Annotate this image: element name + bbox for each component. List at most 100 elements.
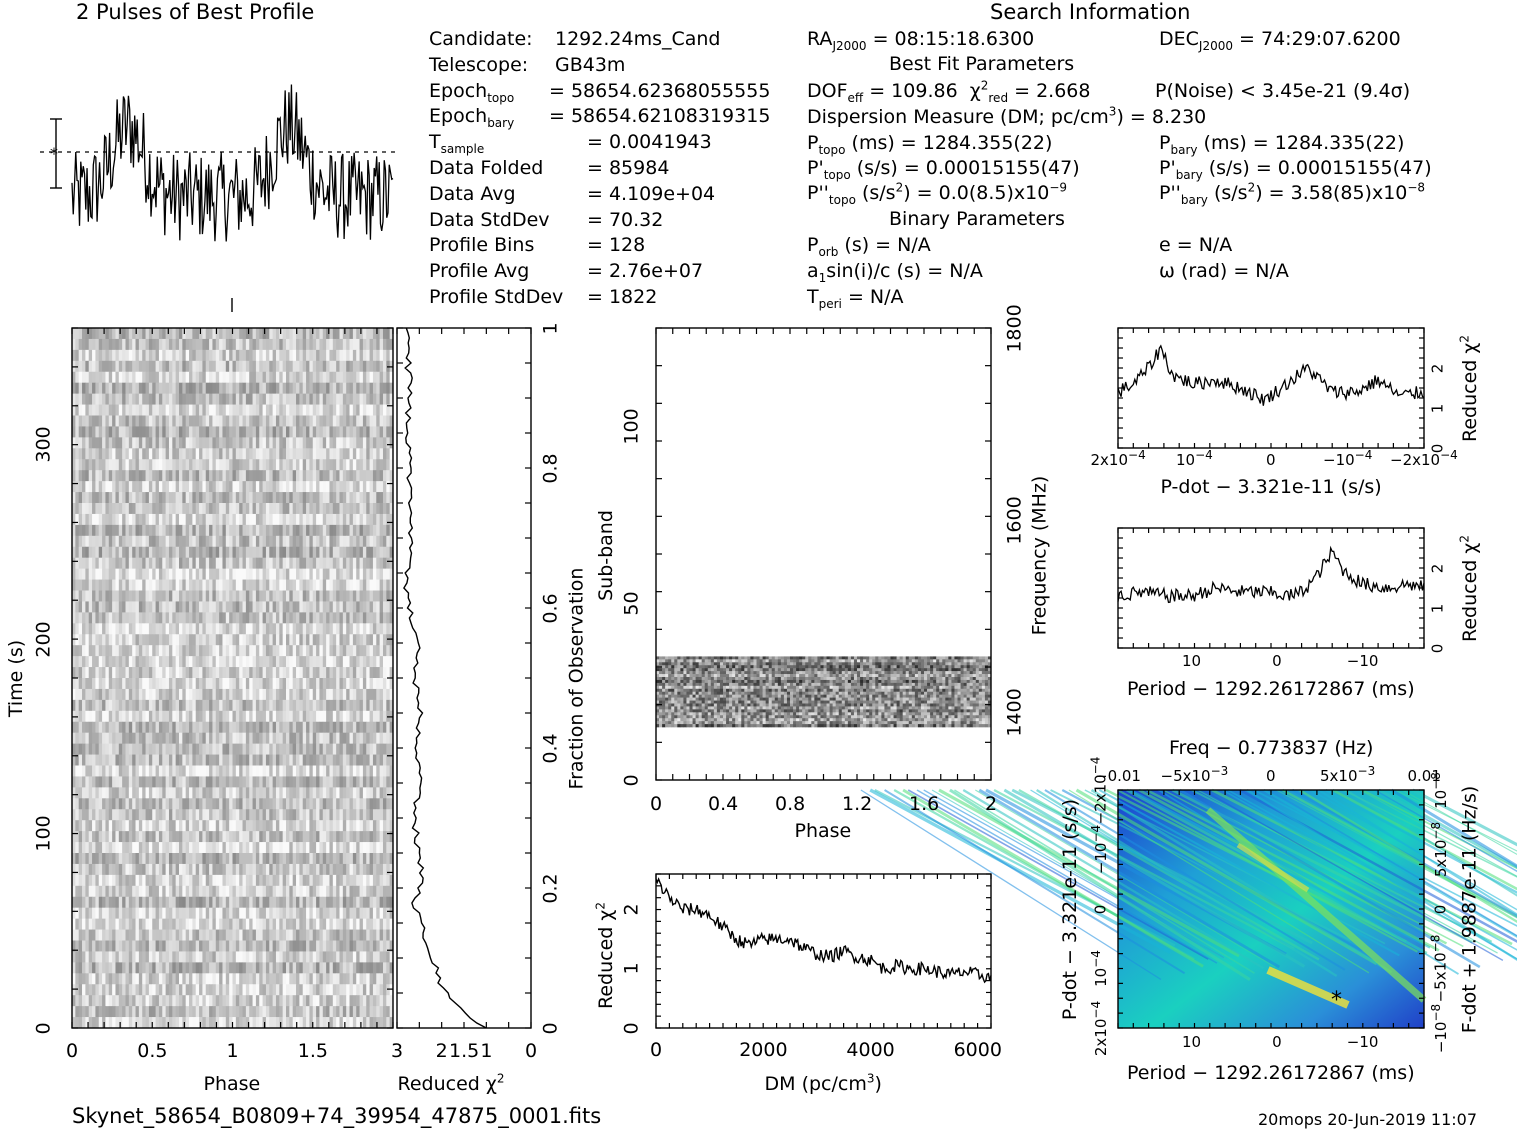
- time-phase-cell: [165, 656, 170, 668]
- time-phase-cell: [245, 459, 250, 471]
- time-phase-cell: [356, 863, 360, 876]
- time-phase-cell: [286, 732, 290, 745]
- time-phase-cell: [112, 678, 116, 690]
- time-phase-cell: [289, 470, 294, 482]
- time-phase-cell: [152, 524, 156, 537]
- time-phase-cell: [296, 535, 300, 548]
- time-phase-cell: [269, 645, 274, 657]
- time-phase-cell: [95, 612, 100, 624]
- time-phase-cell: [282, 393, 287, 405]
- time-phase-cell: [185, 842, 190, 854]
- time-phase-cell: [269, 612, 274, 624]
- time-phase-cell: [155, 382, 160, 395]
- time-phase-cell: [92, 787, 96, 799]
- time-phase-cell: [316, 831, 320, 843]
- time-phase-cell: [322, 667, 327, 679]
- time-phase-cell: [319, 809, 324, 821]
- time-phase-cell: [122, 481, 126, 493]
- time-phase-cell: [255, 557, 260, 570]
- time-phase-cell: [312, 820, 317, 832]
- time-phase-cell: [78, 776, 83, 788]
- time-phase-cell: [369, 426, 374, 438]
- time-phase-cell: [382, 426, 387, 438]
- time-phase-cell: [205, 437, 210, 449]
- time-phase-cell: [158, 798, 163, 810]
- time-phase-cell: [78, 481, 83, 493]
- time-phase-cell: [132, 546, 136, 559]
- time-phase-cell: [118, 503, 123, 515]
- time-phase-cell: [78, 535, 83, 548]
- time-phase-cell: [205, 863, 210, 876]
- time-phase-cell: [309, 371, 314, 384]
- time-phase-cell: [292, 503, 297, 515]
- time-phase-cell: [296, 634, 300, 646]
- time-phase-cell: [165, 535, 170, 548]
- time-phase-cell: [356, 678, 360, 690]
- time-phase-cell: [165, 382, 170, 395]
- time-phase-cell: [215, 656, 220, 668]
- time-phase-cell: [382, 710, 387, 723]
- time-phase-cell: [326, 809, 330, 821]
- time-phase-cell: [269, 328, 274, 340]
- time-phase-cell: [225, 601, 230, 613]
- time-phase-cell: [172, 885, 177, 898]
- time-phase-cell: [242, 481, 247, 493]
- time-phase-cell: [312, 503, 317, 515]
- time-phase-cell: [319, 590, 324, 602]
- time-phase-cell: [112, 524, 116, 537]
- time-phase-cell: [72, 656, 76, 668]
- time-phase-cell: [389, 721, 394, 734]
- time-phase-cell: [356, 623, 360, 635]
- time-phase-cell: [138, 885, 143, 898]
- time-phase-cell: [356, 853, 360, 865]
- time-phase-cell: [329, 579, 334, 591]
- time-phase-cell: [95, 874, 100, 887]
- time-phase-cell: [289, 721, 294, 734]
- time-phase-cell: [172, 678, 177, 690]
- time-phase-cell: [362, 492, 367, 504]
- time-phase-cell: [326, 524, 330, 537]
- time-phase-cell: [306, 809, 310, 821]
- time-phase-cell: [389, 634, 394, 646]
- time-phase-cell: [182, 645, 187, 657]
- time-phase-cell: [326, 645, 330, 657]
- time-phase-cell: [229, 787, 233, 799]
- time-phase-cell: [362, 535, 367, 548]
- time-phase-cell: [219, 360, 223, 373]
- time-phase-cell: [259, 415, 263, 427]
- time-phase-cell: [108, 710, 113, 723]
- time-phase-cell: [219, 513, 223, 526]
- time-phase-cell: [232, 678, 237, 690]
- time-phase-cell: [82, 404, 86, 416]
- time-phase-cell: [199, 459, 203, 471]
- time-phase-cell: [155, 524, 160, 537]
- time-phase-cell: [182, 820, 187, 832]
- time-phase-cell: [272, 590, 277, 602]
- time-phase-cell: [158, 863, 163, 876]
- time-phase-cell: [299, 579, 304, 591]
- time-phase-cell: [148, 645, 153, 657]
- time-phase-cell: [158, 404, 163, 416]
- time-phase-cell: [95, 338, 100, 351]
- time-phase-cell: [366, 546, 370, 559]
- time-phase-cell: [222, 798, 227, 810]
- time-phase-cell: [376, 426, 381, 438]
- time-phase-cell: [299, 481, 304, 493]
- time-phase-cell: [165, 809, 170, 821]
- time-phase-cell: [179, 404, 183, 416]
- time-phase-cell: [172, 863, 177, 876]
- time-phase-cell: [326, 634, 330, 646]
- time-phase-cell: [88, 831, 93, 843]
- time-phase-cell: [138, 798, 143, 810]
- time-phase-cell: [349, 754, 354, 766]
- time-phase-cell: [282, 470, 287, 482]
- time-phase-cell: [132, 437, 136, 449]
- time-phase-cell: [92, 557, 96, 570]
- time-phase-cell: [339, 360, 344, 373]
- time-phase-cell: [88, 524, 93, 537]
- time-phase-cell: [78, 590, 83, 602]
- time-phase-cell: [98, 612, 103, 624]
- time-phase-cell: [252, 382, 257, 395]
- time-phase-cell: [165, 776, 170, 788]
- time-phase-cell: [349, 623, 354, 635]
